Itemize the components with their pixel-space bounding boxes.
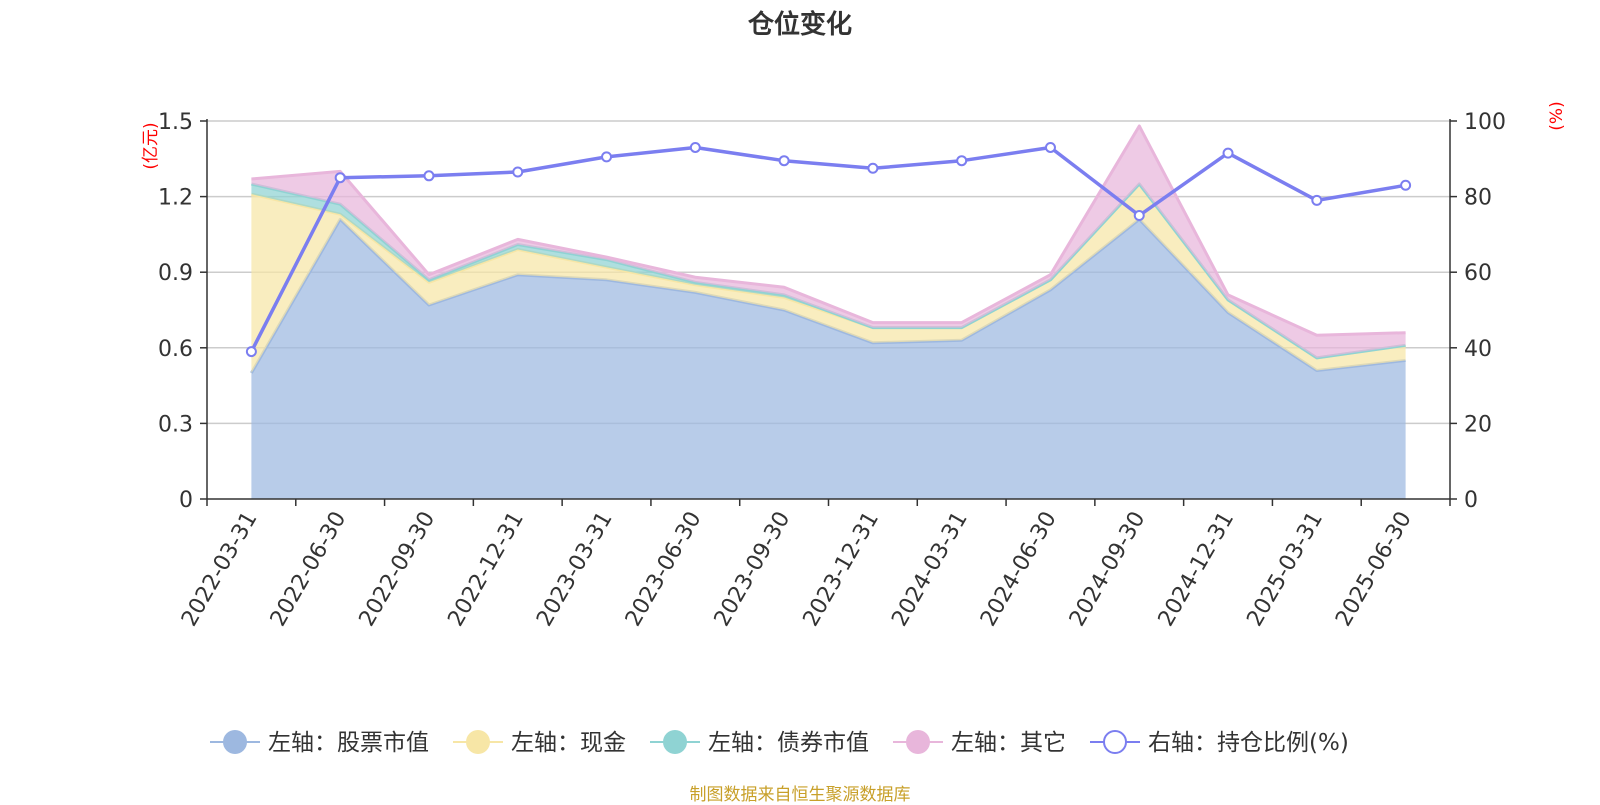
- right-axis-unit-label: (%): [1547, 101, 1567, 130]
- legend-label: 右轴：持仓比例(%): [1148, 730, 1349, 756]
- right-axis-tick-label: 60: [1464, 261, 1492, 286]
- line-series-point: [956, 155, 968, 167]
- right-axis-tick-label: 40: [1464, 337, 1492, 362]
- x-axis-tick-label: 2024-03-31: [887, 508, 973, 631]
- line-series-point: [1222, 147, 1234, 159]
- left-axis-unit-label: (亿元): [141, 122, 161, 169]
- chart-plot: 0 0.3 0.6 0.9 1.2 1.5 0 20 40 60 80 100 (亿元) (%) 2022-…: [141, 101, 1567, 756]
- line-series-point: [1133, 210, 1145, 221]
- line-series-point: [1400, 179, 1412, 191]
- right-axis-tick-label: 80: [1464, 186, 1492, 211]
- area-series-4-edge: [251, 124, 1406, 337]
- left-axis-tick-label: 1.2: [158, 186, 193, 211]
- legend-swatch-marker: [663, 730, 687, 754]
- x-axis-tick-label: 2025-06-30: [1331, 508, 1417, 631]
- x-axis-tick-label: 2023-12-31: [799, 508, 885, 631]
- line-series-point: [334, 172, 346, 184]
- line-series-point: [689, 141, 701, 153]
- line-series-point: [778, 155, 790, 167]
- data-source-footer: 制图数据来自恒生聚源数据库: [689, 785, 911, 805]
- x-axis-tick-label: 2022-12-31: [443, 508, 529, 631]
- left-axis-tick-label: 1.5: [158, 110, 193, 135]
- x-axis-tick-label: 2024-12-31: [1154, 508, 1240, 631]
- line-series-point: [245, 346, 257, 358]
- x-axis-tick-label: 2022-06-30: [266, 508, 352, 631]
- x-axis-tick-label: 2024-09-30: [1065, 508, 1151, 631]
- x-axis-tick-label: 2022-09-30: [355, 508, 441, 631]
- line-series-point: [1044, 141, 1056, 153]
- legend-label: 左轴：股票市值: [268, 730, 429, 756]
- left-axis-tick-label: 0.9: [158, 261, 193, 286]
- line-series-point: [512, 166, 524, 178]
- legend-swatch-marker: [1103, 730, 1127, 754]
- legend-swatch-marker: [466, 730, 490, 754]
- area-series-4: [251, 126, 1406, 358]
- x-axis-tick-label: 2024-06-30: [976, 508, 1062, 631]
- left-axis-tick-label: 0.6: [158, 337, 193, 362]
- line-series-point: [601, 151, 613, 163]
- chart-title: 仓位变化: [747, 10, 852, 40]
- area-series-1: [251, 219, 1406, 500]
- line-series-point: [1311, 194, 1323, 206]
- line-series-point: [867, 162, 879, 174]
- legend-swatch-marker: [906, 730, 930, 754]
- area-series-2: [251, 184, 1406, 373]
- legend-label: 左轴：其它: [951, 730, 1066, 756]
- left-axis-tick-label: 0: [179, 488, 193, 513]
- x-axis-tick-label: 2022-03-31: [177, 508, 263, 631]
- x-axis-tick-label: 2023-03-31: [532, 508, 618, 631]
- x-axis-tick-label: 2025-03-31: [1242, 508, 1328, 631]
- left-axis-tick-label: 0.3: [158, 412, 193, 437]
- right-axis-tick-label: 100: [1464, 110, 1506, 135]
- right-axis-tick-label: 20: [1464, 412, 1492, 437]
- x-axis-tick-label: 2023-09-30: [710, 508, 796, 631]
- x-axis-tick-label: 2023-06-30: [621, 508, 707, 631]
- line-series-holding-ratio: [249, 145, 1406, 353]
- legend-label: 左轴：现金: [511, 730, 626, 756]
- right-axis-tick-label: 0: [1464, 488, 1478, 513]
- legend-swatch-marker: [223, 730, 247, 754]
- legend-label: 左轴：债券市值: [708, 730, 869, 756]
- line-series-point: [423, 170, 435, 182]
